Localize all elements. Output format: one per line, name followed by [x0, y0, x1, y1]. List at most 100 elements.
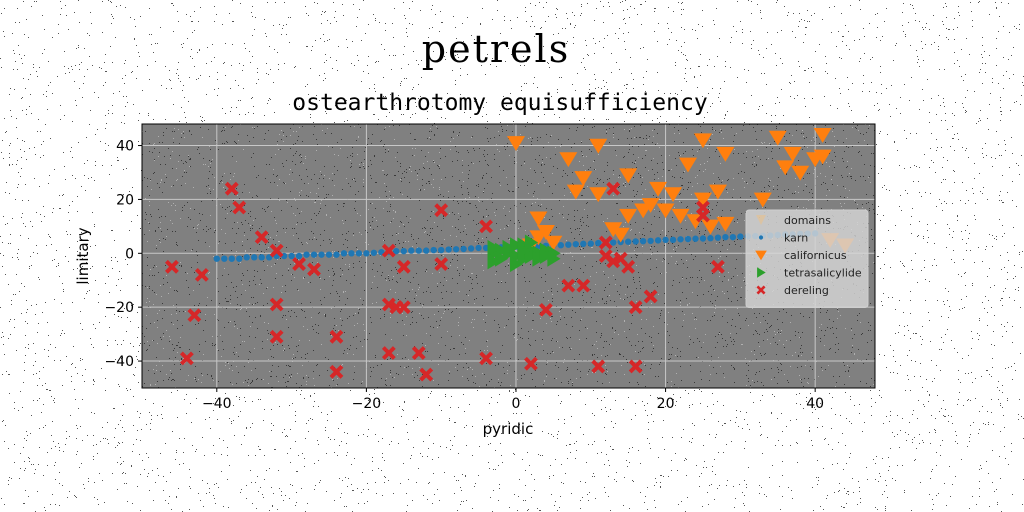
legend: domains karn californicus tetrasalicylide de…	[745, 209, 869, 308]
point-karn	[340, 250, 348, 257]
point-californicus	[619, 168, 638, 184]
legend-item: karn	[758, 232, 808, 245]
point-dereling	[396, 300, 411, 315]
point-dereling	[329, 364, 344, 379]
point-dereling	[307, 262, 321, 277]
point-karn	[475, 244, 482, 252]
point-californicus	[768, 130, 787, 146]
point-karn	[699, 235, 707, 242]
point-tetrasalicylide	[547, 250, 561, 267]
legend-item: tetrasalicylide	[757, 267, 862, 280]
point-karn	[580, 240, 587, 248]
y-tick-label: 20	[116, 192, 134, 208]
point-karn	[557, 242, 565, 249]
point-californicus	[693, 133, 712, 149]
point-karn	[221, 255, 228, 262]
x-tick-label: −20	[352, 396, 382, 412]
point-karn	[707, 235, 714, 242]
point-tetrasalicylide	[487, 239, 501, 256]
point-tetrasalicylide	[502, 239, 516, 256]
point-karn	[318, 251, 325, 258]
point-californicus	[589, 187, 608, 203]
point-karn	[632, 238, 639, 245]
point-tetrasalicylide	[509, 256, 524, 273]
point-tetrasalicylide	[524, 234, 539, 251]
point-dereling	[179, 351, 194, 366]
legend-item: domains	[756, 214, 831, 227]
point-karn	[565, 241, 572, 248]
point-karn	[587, 240, 594, 247]
point-californicus	[641, 198, 660, 213]
point-californicus	[813, 149, 832, 165]
point-dereling	[621, 259, 636, 274]
point-karn	[303, 251, 310, 258]
plot-frame	[141, 123, 876, 389]
point-karn	[684, 235, 692, 243]
point-karn	[677, 236, 684, 243]
point-karn	[445, 246, 452, 253]
x-tick-label: 0	[512, 396, 521, 412]
point-karn	[430, 246, 437, 254]
point-dereling	[187, 308, 202, 323]
point-dereling	[606, 181, 621, 196]
point-californicus	[813, 128, 832, 143]
y-tick-label: −40	[104, 354, 134, 370]
chart-title: ostearthrotomy equisufficiency	[292, 90, 707, 116]
point-californicus	[776, 160, 795, 176]
point-californicus	[574, 171, 593, 186]
point-tetrasalicylide	[509, 237, 524, 254]
point-californicus	[566, 184, 585, 200]
point-californicus	[664, 187, 683, 203]
point-karn	[460, 245, 467, 253]
legend-marker	[756, 215, 766, 225]
point-karn	[654, 237, 662, 244]
point-dereling	[396, 259, 411, 274]
legend-marker	[756, 285, 766, 295]
point-karn	[258, 254, 265, 261]
point-dereling	[269, 329, 284, 344]
point-karn	[610, 239, 617, 246]
point-dereling	[224, 181, 239, 196]
series-dereling	[165, 181, 725, 382]
legend-item: californicus	[755, 249, 847, 262]
point-karn	[228, 255, 235, 262]
y-tick-label: −20	[104, 300, 134, 316]
point-dereling	[194, 267, 209, 282]
point-karn	[236, 255, 243, 262]
point-karn	[662, 236, 669, 244]
point-dereling	[561, 278, 576, 293]
point-karn	[363, 250, 370, 257]
point-dereling	[628, 359, 643, 374]
point-karn	[639, 237, 647, 245]
point-karn	[355, 250, 363, 257]
point-californicus	[544, 235, 563, 251]
legend-label: dereling	[784, 284, 829, 297]
point-californicus	[559, 152, 578, 168]
point-karn	[595, 239, 602, 247]
point-dereling	[538, 302, 553, 317]
point-dereling	[591, 359, 606, 374]
point-karn	[310, 251, 318, 258]
point-karn	[370, 249, 378, 256]
y-tick-label: 0	[125, 246, 134, 262]
point-californicus	[716, 216, 735, 232]
series-californicus	[506, 128, 855, 254]
point-californicus	[649, 181, 668, 197]
point-dereling	[411, 346, 426, 360]
chart-suptitle: petrels	[422, 27, 570, 71]
point-karn	[722, 233, 729, 241]
point-karn	[572, 240, 580, 248]
point-californicus	[693, 192, 712, 208]
point-tetrasalicylide	[517, 242, 531, 259]
point-karn	[393, 247, 400, 255]
legend-label: californicus	[784, 249, 847, 262]
point-karn	[400, 247, 407, 255]
point-californicus	[671, 208, 690, 224]
point-californicus	[536, 225, 555, 240]
point-karn	[408, 247, 415, 254]
x-axis-label: pyridic	[483, 420, 534, 438]
point-karn	[213, 255, 220, 262]
legend-marker	[758, 235, 764, 240]
point-californicus	[753, 192, 772, 208]
